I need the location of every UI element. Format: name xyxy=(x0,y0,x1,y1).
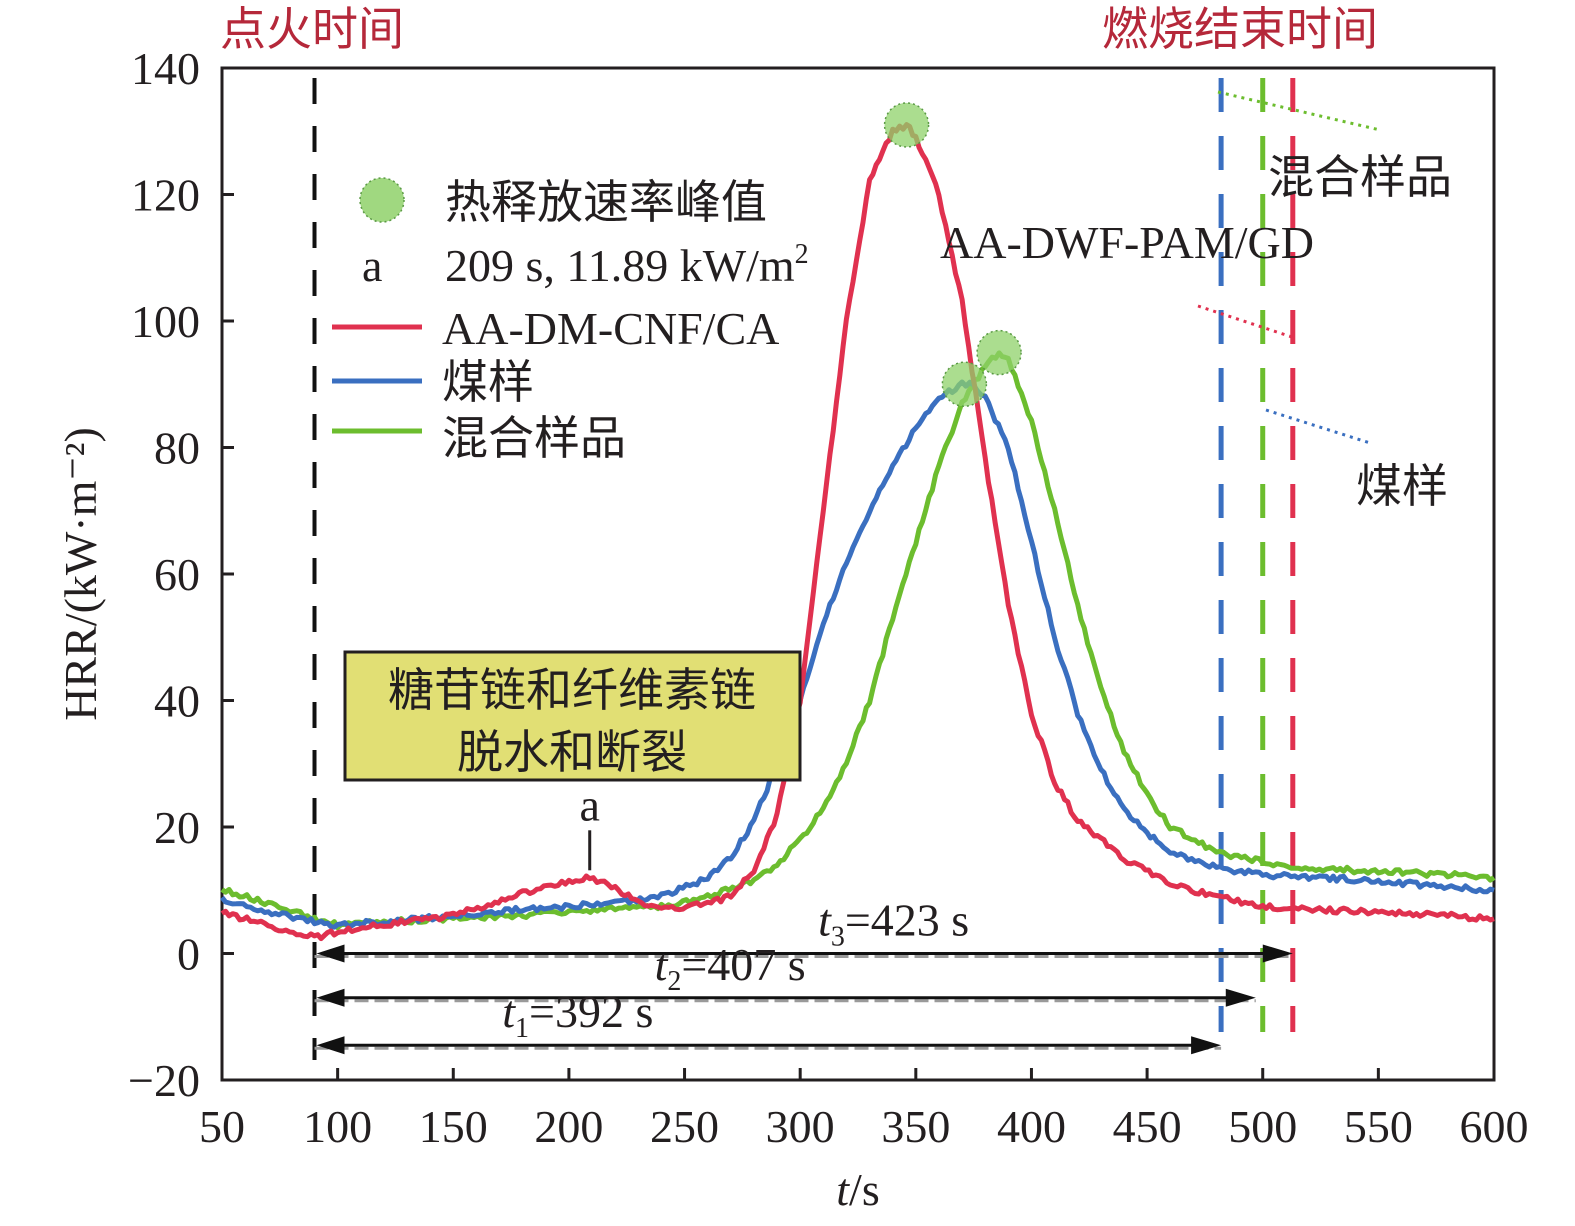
y-tick-label: 120 xyxy=(131,170,200,221)
peak-marker xyxy=(883,102,930,148)
annotation-box-line2: 脱水和断裂 xyxy=(457,727,687,778)
x-axis-title-var: t xyxy=(836,1164,850,1215)
y-tick-label: 80 xyxy=(154,423,200,474)
duration-arrow-head-right-t1 xyxy=(1191,1036,1222,1055)
x-tick-label: 100 xyxy=(303,1101,372,1152)
x-tick-label: 500 xyxy=(1228,1101,1297,1152)
peak-marker xyxy=(941,361,988,407)
y-tick-label: 100 xyxy=(131,296,200,347)
x-tick-label: 550 xyxy=(1344,1101,1413,1152)
y-tick-label: 20 xyxy=(154,802,200,853)
annotation-box-line1: 糖苷链和纤维素链 xyxy=(388,665,756,716)
duration-label-subscript: 2 xyxy=(667,966,681,997)
duration-label-subscript: 3 xyxy=(831,922,845,953)
y-axis-title: HRR/(kW·m⁻²) xyxy=(55,427,106,721)
duration-arrow-head-left-t1 xyxy=(316,1036,345,1055)
point-a-label: a xyxy=(580,779,600,830)
duration-arrow-head-left-t3 xyxy=(316,944,345,963)
x-tick-label: 400 xyxy=(997,1101,1066,1152)
duration-label-value: =423 s xyxy=(845,895,969,946)
legend-a-key: a xyxy=(362,240,382,291)
annotation-box-bg xyxy=(343,650,802,782)
x-axis-title: t/s xyxy=(836,1164,879,1215)
legend-aa-label: AA-DM-CNF/CA xyxy=(442,303,779,354)
coal-label-pointer xyxy=(1265,408,1371,445)
y-tick-label: 0 xyxy=(177,929,200,980)
peak-marker xyxy=(976,329,1022,376)
annotation-box: 糖苷链和纤维素链 脱水和断裂 xyxy=(343,650,802,782)
legend-coal-label: 煤样 xyxy=(442,357,534,408)
legend: 热释放速率峰值 a 209 s, 11.89 kW/m2 AA-DM-CNF/C… xyxy=(332,177,809,464)
series-line-0 xyxy=(220,122,1495,942)
y-axis: −20 0 20 40 60 80 100 120 140 xyxy=(128,43,234,1106)
aa-label-pointer xyxy=(1197,304,1296,340)
duration-label-t3: t3=423 s xyxy=(818,895,969,953)
x-tick-label: 150 xyxy=(419,1101,488,1152)
x-tick-label: 250 xyxy=(650,1101,719,1152)
peak-markers xyxy=(883,102,1022,407)
mix-side-label: 混合样品 xyxy=(1268,152,1452,203)
duration-label-t2: t2=407 s xyxy=(655,939,806,997)
legend-a-text-sup: 2 xyxy=(795,239,809,270)
legend-a-text: 209 s, 11.89 kW/m2 xyxy=(445,239,809,291)
duration-arrows: t3=423 st2=407 st1=392 s xyxy=(314,895,1293,1055)
legend-peak-marker-icon xyxy=(359,177,405,223)
y-tick-label: 40 xyxy=(154,676,200,727)
aa-side-label: AA-DWF-PAM/GD xyxy=(940,217,1314,268)
burn-end-time-label: 燃烧结束时间 xyxy=(1102,4,1378,55)
y-tick-label: −20 xyxy=(128,1055,200,1106)
ignition-time-label: 点火时间 xyxy=(220,4,404,55)
duration-arrow-head-right-t3 xyxy=(1262,944,1293,963)
x-axis-title-unit: /s xyxy=(849,1164,880,1215)
duration-label-value: =407 s xyxy=(681,939,805,990)
series-lines xyxy=(220,122,1496,942)
x-tick-label: 200 xyxy=(534,1101,603,1152)
duration-arrow-head-left-t2 xyxy=(316,988,345,1007)
x-tick-label: 50 xyxy=(199,1101,245,1152)
duration-label-value: =392 s xyxy=(529,986,653,1037)
duration-label-t1: t1=392 s xyxy=(502,986,653,1044)
duration-label-symbol: t xyxy=(502,986,516,1037)
x-tick-label: 450 xyxy=(1113,1101,1182,1152)
duration-label-symbol: t xyxy=(655,939,669,990)
legend-a-text-main: 209 s, 11.89 kW/m xyxy=(445,240,795,291)
legend-mix-label: 混合样品 xyxy=(442,413,626,464)
coal-side-label: 煤样 xyxy=(1356,461,1448,512)
vertical-markers xyxy=(312,78,1296,1060)
y-tick-label: 140 xyxy=(131,43,200,94)
y-tick-label: 60 xyxy=(154,549,200,600)
x-axis: 50 100 150 200 250 300 350 400 450 500 550 600 xyxy=(199,1068,1529,1152)
legend-peak-label: 热释放速率峰值 xyxy=(445,177,767,228)
x-tick-label: 600 xyxy=(1460,1101,1529,1152)
duration-arrow-head-right-t2 xyxy=(1225,988,1256,1007)
x-tick-label: 300 xyxy=(766,1101,835,1152)
series-line-2 xyxy=(220,350,1496,931)
mix-label-pointer xyxy=(1217,90,1381,132)
x-tick-label: 350 xyxy=(881,1101,950,1152)
duration-label-subscript: 1 xyxy=(515,1013,529,1044)
duration-label-symbol: t xyxy=(818,895,832,946)
